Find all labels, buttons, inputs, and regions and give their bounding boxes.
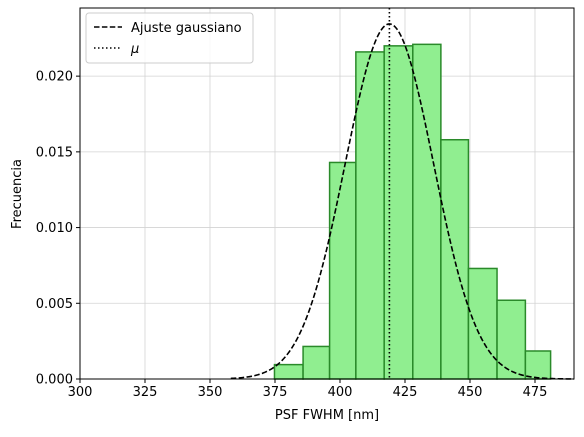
gaussian-fit-line [230,23,575,380]
legend-label-gaussian-fit: Ajuste gaussiano [131,21,242,36]
x-tick-label: 300 [68,385,93,400]
axis-ticks: 300 325 350 375 400 425 450 475 0.000 0.005 0.010 0… [36,70,548,400]
legend-label-mu: μ [130,42,139,57]
y-tick-label: 0.010 [36,221,73,236]
plot-area-frame [79,7,575,380]
x-tick-label: 400 [328,385,353,400]
series-lines [230,8,575,380]
legend: Ajuste gaussiano μ [85,12,254,64]
y-tick-label: 0.000 [36,373,73,388]
histogram-bar [467,267,498,380]
histogram-bar [440,138,470,380]
x-tick-label: 350 [198,385,223,400]
y-tick-label: 0.005 [36,297,73,312]
histogram-bar [383,45,414,380]
histogram-bar [273,363,304,380]
x-tick-label: 475 [523,385,548,400]
histogram-bar [524,350,552,380]
y-tick-label: 0.020 [36,70,73,85]
histogram-bar [412,43,442,380]
legend-box [85,12,254,64]
y-tick-label: 0.015 [36,145,73,160]
histogram-bar [355,51,385,380]
histogram-bar [328,161,357,380]
histogram-bars [273,43,552,380]
x-axis-label: PSF FWHM [nm] [275,408,379,423]
x-tick-label: 450 [458,385,483,400]
x-tick-label: 325 [133,385,158,400]
y-axis-label: Frecuencia [10,159,25,229]
x-tick-label: 425 [393,385,418,400]
histogram-bar [302,345,331,380]
x-tick-label: 375 [263,385,288,400]
histogram-bar [496,299,527,380]
